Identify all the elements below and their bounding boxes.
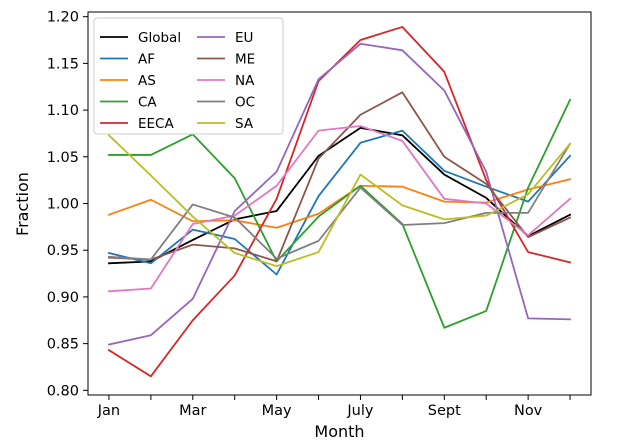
x-tick-label: Jan (97, 403, 120, 419)
series-line-global (108, 126, 572, 265)
series-line-as (107, 178, 572, 229)
legend-item-na: NA (197, 73, 255, 89)
legend-item-eeca: EECA (100, 116, 174, 132)
y-tick-label: 1.15 (47, 56, 79, 72)
legend-label: OC (235, 95, 255, 111)
y-tick-label: 0.90 (47, 290, 79, 306)
series-line-eu (107, 42, 571, 346)
y-tick-label: 0.95 (47, 243, 79, 259)
y-tick-label: 0.85 (47, 337, 79, 353)
legend-label: AS (138, 73, 156, 89)
x-tick-label: Sept (428, 403, 461, 419)
y-tick-label: 1.05 (47, 150, 79, 166)
series-line-ca (108, 98, 572, 329)
legend-label: CA (138, 95, 157, 111)
legend-item-me: ME (197, 52, 255, 68)
legend-item-as: AS (100, 73, 156, 89)
series-line-me (108, 91, 572, 263)
ticks-layer: Jan Mar May July Sept Nov 0.80 0.85 0.90 0.95 1.00… (47, 10, 571, 419)
y-tick-label: 1.00 (47, 197, 79, 213)
legend-item-oc: OC (197, 95, 255, 111)
legend-item-global: Global (100, 30, 181, 46)
legend-label: Global (138, 30, 181, 46)
legend-item-af: AF (100, 52, 155, 68)
legend-label: SA (235, 116, 254, 132)
x-tick-label: Mar (179, 403, 206, 419)
x-tick-label: May (262, 403, 292, 419)
legend-frame (93, 17, 284, 135)
legend-item-eu: EU (197, 30, 253, 46)
series-layer (107, 26, 572, 378)
legend-item-sa: SA (197, 116, 254, 132)
legend: Global AF AS CA EECA EU ME NA OC SA (93, 17, 284, 135)
legend-label: EECA (138, 116, 174, 132)
legend-item-ca: CA (100, 95, 157, 111)
x-tick-label: Nov (514, 403, 543, 419)
y-tick-label: 1.20 (47, 10, 79, 26)
x-tick-label: July (346, 403, 373, 419)
legend-label: NA (235, 73, 255, 89)
y-tick-label: 1.10 (47, 103, 79, 119)
legend-label: ME (235, 52, 255, 68)
x-axis-title: Month (314, 422, 364, 441)
y-axis-title: Fraction (13, 172, 32, 236)
series-line-na (108, 125, 572, 293)
legend-label: AF (138, 52, 155, 68)
legend-label: EU (235, 30, 253, 46)
y-tick-label: 0.80 (47, 383, 79, 399)
series-line-sa (107, 134, 572, 267)
